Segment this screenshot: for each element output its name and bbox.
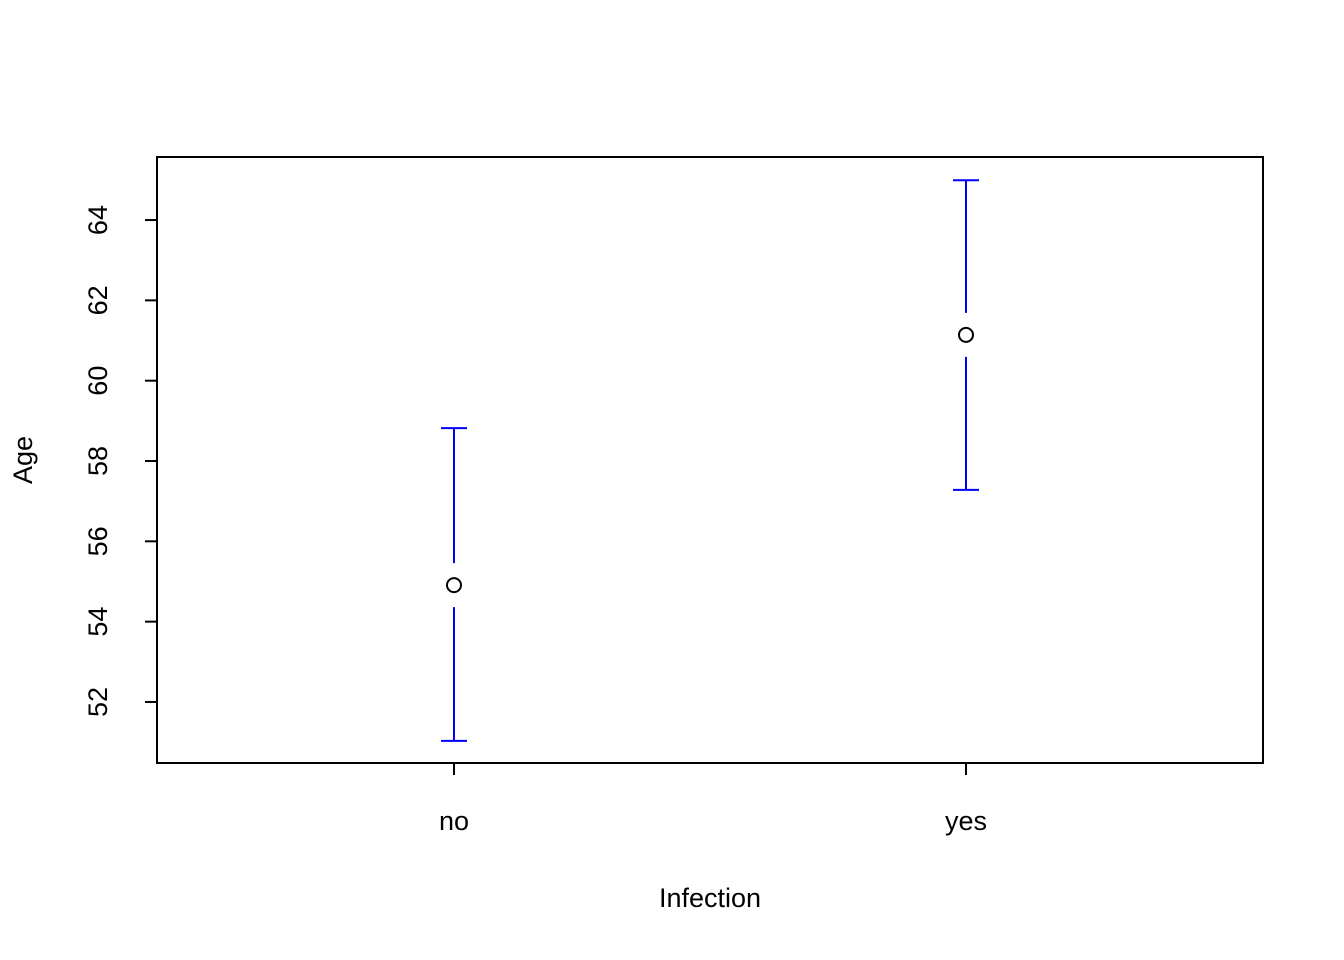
y-tick-label: 60 — [83, 366, 113, 396]
y-tick-label: 52 — [83, 687, 113, 717]
x-tick-label: yes — [945, 806, 987, 836]
y-tick-label: 58 — [83, 446, 113, 476]
plot-frame — [156, 156, 1264, 764]
y-axis-label: Age — [8, 436, 38, 484]
x-tick-label: no — [439, 806, 469, 836]
y-tick-label: 56 — [83, 526, 113, 556]
y-tick-label: 62 — [83, 285, 113, 315]
mean-point — [446, 577, 462, 594]
x-axis-label: Infection — [659, 883, 761, 913]
mean-point — [958, 326, 974, 343]
y-tick-label: 64 — [83, 205, 113, 235]
y-tick-label: 54 — [83, 607, 113, 637]
